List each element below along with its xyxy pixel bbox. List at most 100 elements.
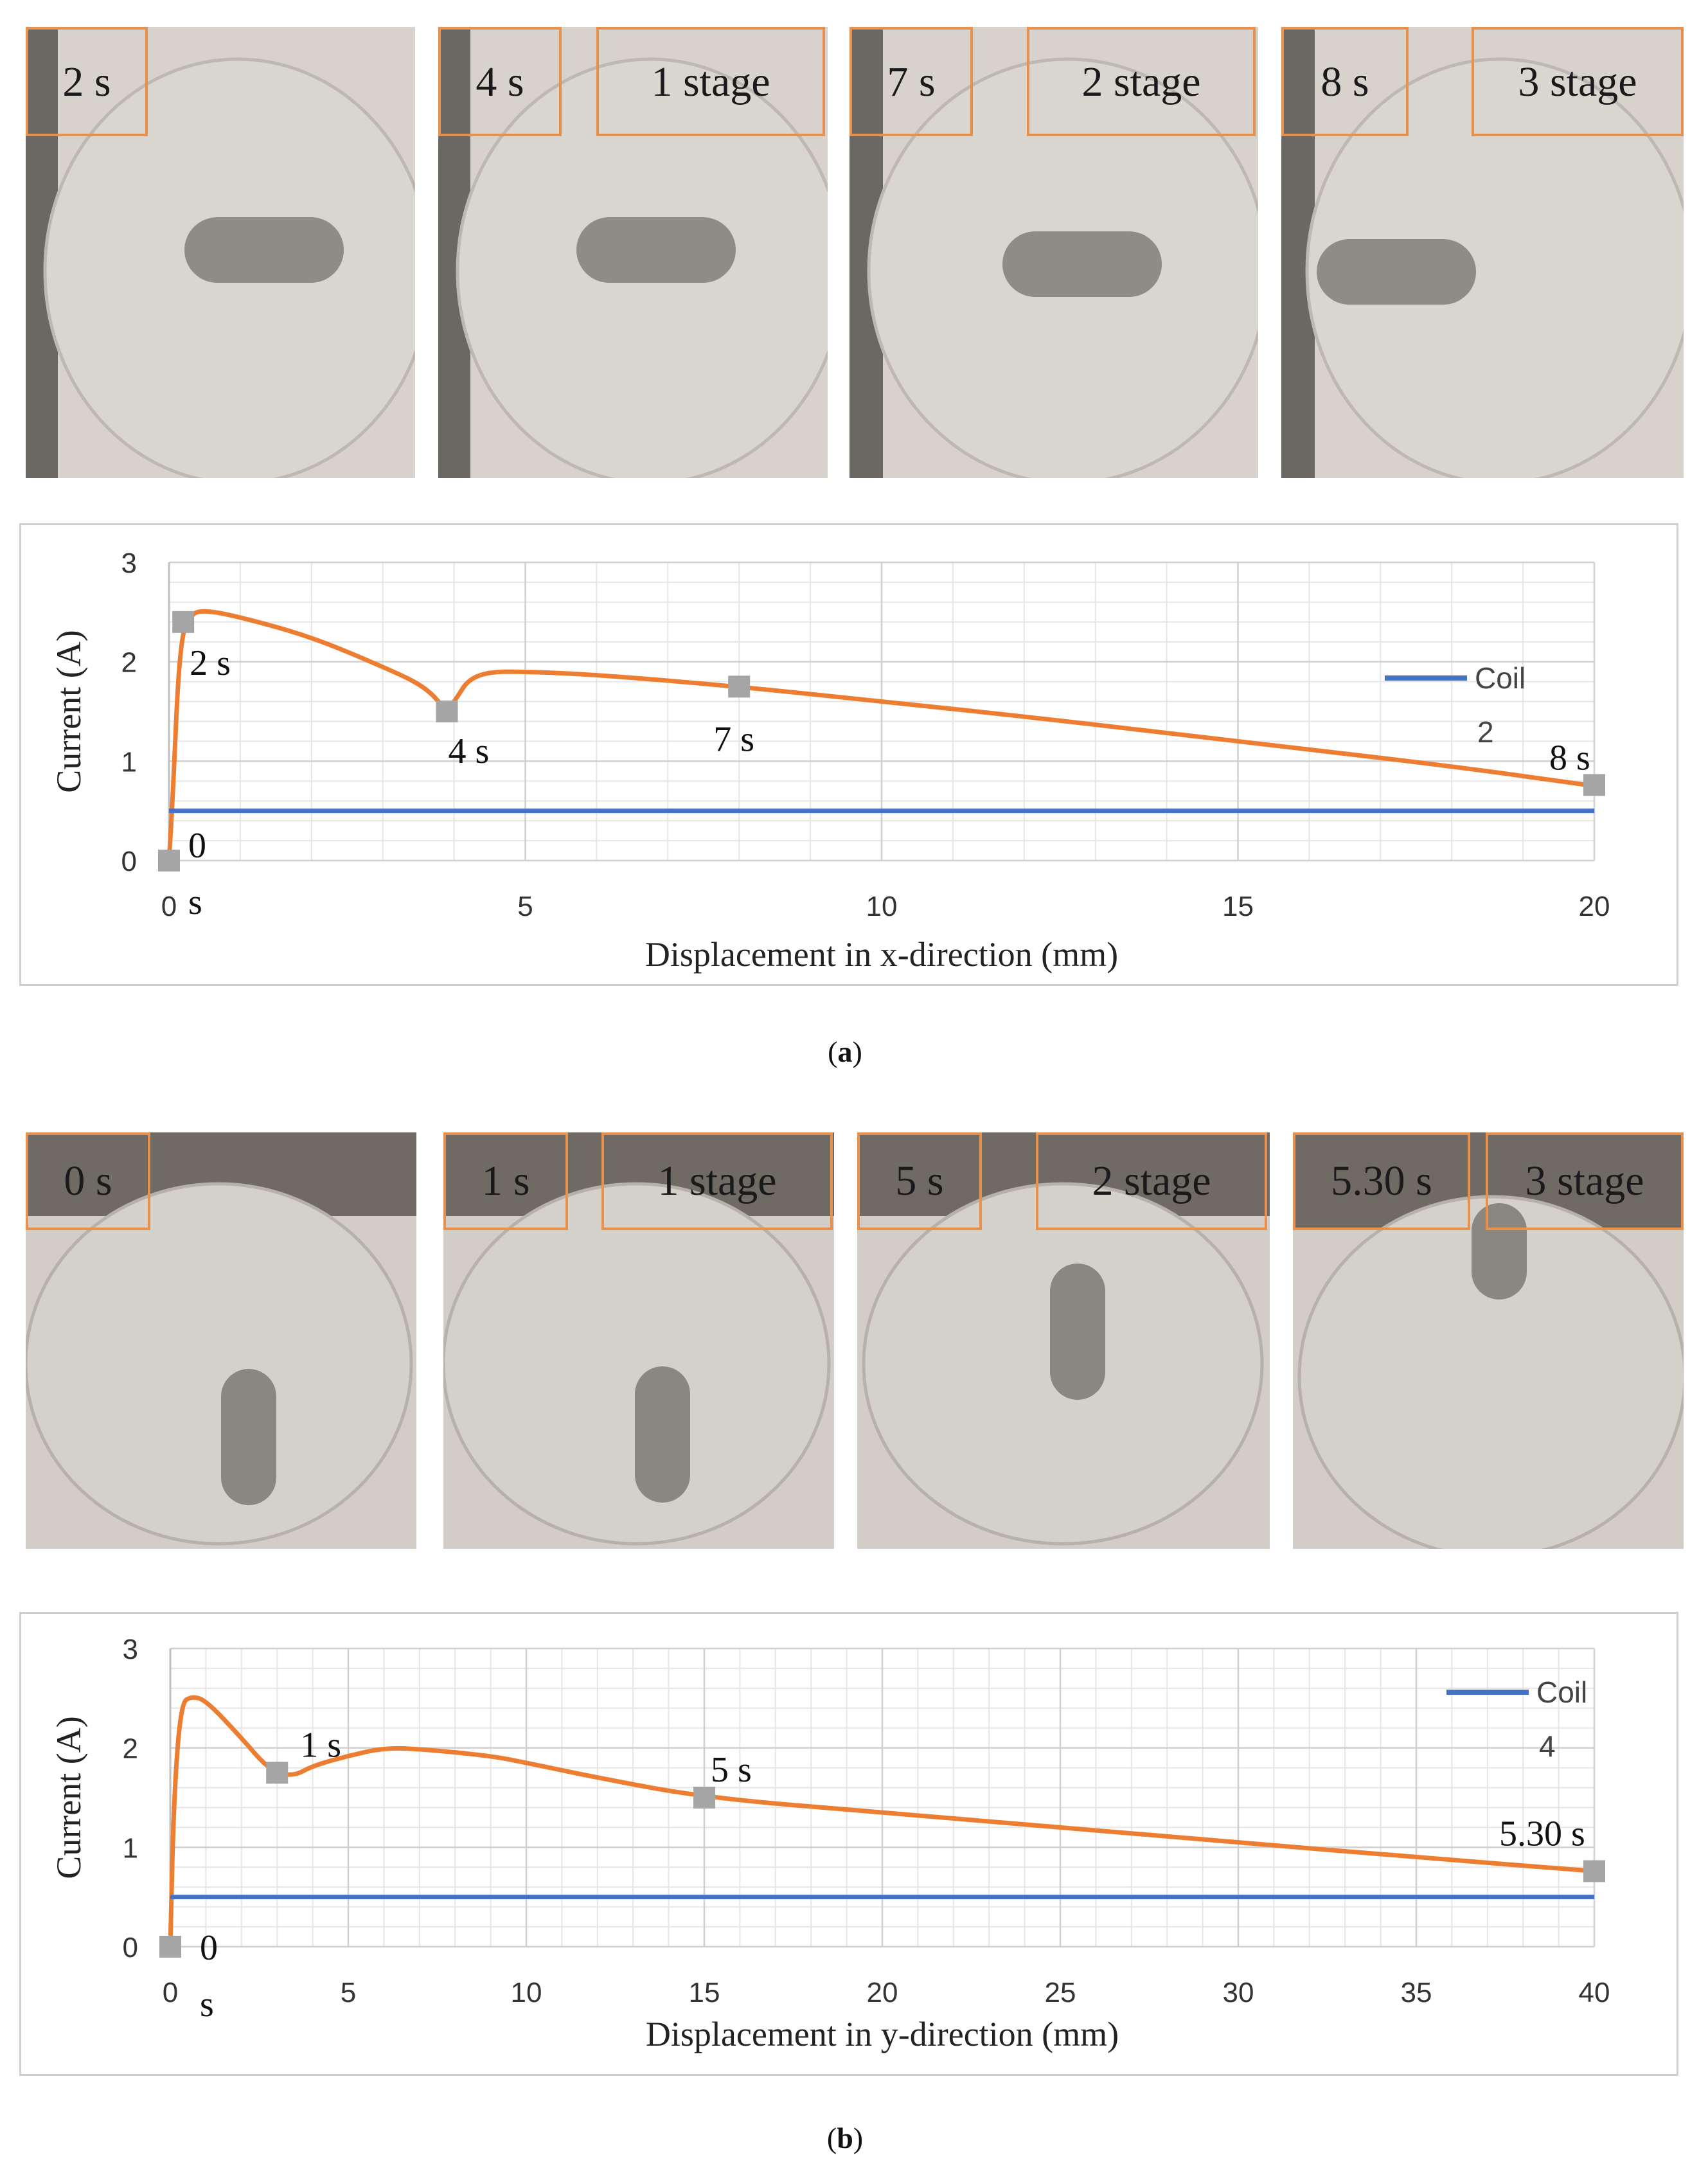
- stage-box: [601, 1132, 833, 1230]
- x-tick-label: 10: [866, 891, 898, 922]
- data-point-label: 2 s: [190, 643, 231, 683]
- data-point-label: 8 s: [1549, 738, 1590, 778]
- stage-box: [1027, 27, 1256, 136]
- photo-b-3-image: [857, 1132, 1270, 1549]
- photo-b-1-image: [26, 1132, 416, 1549]
- photo-a-3-image: [850, 27, 1258, 478]
- x-tick-label: 30: [1223, 1977, 1254, 2008]
- legend-label-coil-number: 2: [1477, 715, 1494, 749]
- data-point-marker: [158, 850, 180, 871]
- stage-label: 1 stage: [651, 58, 770, 105]
- y-axis-label: Current (A): [49, 630, 88, 792]
- time-box: [443, 1132, 568, 1230]
- stage-label: 3 stage: [1518, 58, 1637, 105]
- stage-label: 1 stage: [657, 1157, 777, 1204]
- stage-box: [1486, 1132, 1684, 1230]
- photo-b-2-image: [443, 1132, 834, 1549]
- data-point-label: 7 s: [713, 719, 754, 759]
- y-tick-label: 2: [123, 1733, 138, 1765]
- photo-frame-b-1: 0 s: [26, 1132, 416, 1549]
- photo-frame-a-1: 2 s: [26, 27, 415, 478]
- x-tick-label: 0: [161, 891, 177, 922]
- stage-box: [1472, 27, 1684, 136]
- data-point-label: 0: [188, 826, 206, 866]
- y-tick-label: 3: [121, 548, 137, 579]
- legend-label-coil: Coil: [1536, 1675, 1587, 1709]
- time-box: [26, 1132, 150, 1230]
- caption-a-letter: a: [837, 1035, 853, 1068]
- caption-a: (a): [828, 1035, 862, 1068]
- stage-label: 2 stage: [1092, 1157, 1211, 1204]
- legend-label-coil-number: 4: [1539, 1729, 1556, 1763]
- data-point-marker: [436, 701, 458, 722]
- stage-box: [596, 27, 825, 136]
- time-label: 5.30 s: [1331, 1157, 1432, 1204]
- data-point-label: 5.30 s: [1499, 1814, 1585, 1854]
- stage-box: [1036, 1132, 1267, 1230]
- x-tick-label: 5: [517, 891, 533, 922]
- y-tick-label: 0: [121, 846, 137, 877]
- photo-frame-b-2: 1 s 1 stage: [443, 1132, 834, 1549]
- data-point-marker: [172, 611, 195, 633]
- x-tick-label: 20: [867, 1977, 898, 2008]
- legend-label-coil: Coil: [1475, 661, 1526, 695]
- time-label: 8 s: [1321, 58, 1369, 105]
- chart-b: 0 5 10 15 20 25 30 35 40 0 1 2 3 Displacement in y-di…: [19, 1612, 1678, 2076]
- x-tick-label: 15: [1222, 891, 1254, 922]
- x-tick-label: 40: [1579, 1977, 1610, 2008]
- time-label: 2 s: [62, 58, 111, 105]
- data-point-marker: [1583, 774, 1605, 796]
- x-tick-label: 5: [341, 1977, 356, 2008]
- data-point-marker: [728, 675, 751, 698]
- chart-a: 0 5 10 15 20 0 1 2 3 Displacement in x-direction …: [19, 523, 1678, 986]
- x-tick-label: 20: [1579, 891, 1610, 922]
- time-label: 0 s: [64, 1157, 112, 1204]
- y-axis-label: Current (A): [49, 1716, 88, 1879]
- data-point-marker: [266, 1762, 289, 1784]
- photo-frame-a-3: 7 s 2 stage: [850, 27, 1258, 478]
- time-box: [850, 27, 973, 136]
- x-tick-label: 10: [511, 1977, 542, 2008]
- time-box: [857, 1132, 982, 1230]
- data-point-label-line2: s: [200, 1985, 214, 2024]
- x-tick-label: 25: [1045, 1977, 1076, 2008]
- current-series-line: [168, 1695, 1595, 1947]
- y-tick-label: 3: [123, 1634, 138, 1665]
- x-tick-label: 0: [163, 1977, 178, 2008]
- time-box: [438, 27, 562, 136]
- data-point-label: 0: [200, 1928, 218, 1968]
- caption-b: (b): [826, 2122, 864, 2154]
- time-label: 5 s: [895, 1157, 944, 1204]
- stage-label: 2 stage: [1081, 58, 1201, 105]
- data-point-marker: [159, 1936, 181, 1958]
- data-point-label: 4 s: [449, 731, 490, 771]
- time-label: 1 s: [481, 1157, 530, 1204]
- data-point-marker: [1583, 1860, 1605, 1882]
- x-tick-label: 15: [689, 1977, 720, 2008]
- x-axis-label: Displacement in x-direction (mm): [645, 935, 1118, 974]
- y-tick-label: 0: [123, 1932, 138, 1963]
- x-axis-label: Displacement in y-direction (mm): [646, 2015, 1119, 2053]
- photo-b-4-image: [1293, 1132, 1684, 1549]
- photo-a-2-image: [438, 27, 828, 478]
- caption-b-letter: b: [837, 2122, 853, 2154]
- photo-frame-a-4: 8 s 3 stage: [1281, 27, 1684, 478]
- x-tick-label: 35: [1401, 1977, 1432, 2008]
- time-label: 7 s: [887, 58, 936, 105]
- data-point-label-line2: s: [188, 882, 202, 922]
- photo-frame-b-3: 5 s 2 stage: [857, 1132, 1270, 1549]
- photo-a-4-image: [1281, 27, 1684, 478]
- time-box: [26, 27, 148, 136]
- photo-frame-b-4: 5.30 s 3 stage: [1293, 1132, 1684, 1549]
- y-tick-label: 1: [121, 746, 137, 778]
- photo-frame-a-2: 4 s 1 stage: [438, 27, 828, 478]
- photo-a-1-image: [26, 27, 415, 478]
- time-box: [1281, 27, 1409, 136]
- y-tick-label: 1: [123, 1832, 138, 1864]
- time-label: 4 s: [476, 58, 524, 105]
- y-tick-label: 2: [121, 647, 137, 679]
- data-point-marker: [693, 1787, 715, 1809]
- stage-label: 3 stage: [1525, 1157, 1644, 1204]
- data-point-label: 5 s: [711, 1750, 752, 1790]
